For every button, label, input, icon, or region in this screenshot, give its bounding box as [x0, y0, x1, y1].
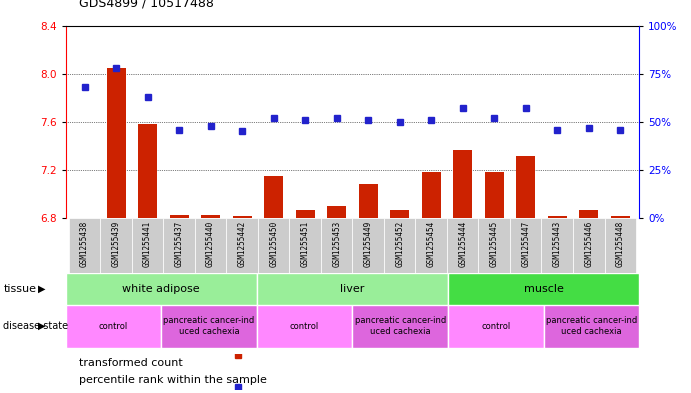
Bar	[233, 216, 252, 218]
Text: muscle: muscle	[524, 284, 564, 294]
Text: tissue: tissue	[3, 284, 37, 294]
Text: GSM1255454: GSM1255454	[426, 221, 436, 267]
Bar	[478, 218, 510, 273]
Bar	[106, 68, 126, 218]
Text: GSM1255446: GSM1255446	[585, 221, 594, 267]
Text: GSM1255439: GSM1255439	[111, 221, 120, 267]
Text: GSM1255447: GSM1255447	[521, 221, 530, 267]
Text: white adipose: white adipose	[122, 284, 200, 294]
Bar	[296, 210, 314, 218]
Bar	[163, 218, 195, 273]
Text: ▶: ▶	[38, 321, 46, 331]
Bar	[161, 305, 257, 348]
Bar	[321, 218, 352, 273]
Text: GSM1255453: GSM1255453	[332, 221, 341, 267]
Text: ▶: ▶	[38, 284, 46, 294]
Bar	[384, 218, 415, 273]
Text: control: control	[481, 322, 511, 331]
Bar	[579, 210, 598, 218]
Bar	[264, 176, 283, 218]
Text: GDS4899 / 10517488: GDS4899 / 10517488	[79, 0, 214, 10]
Text: disease state: disease state	[3, 321, 68, 331]
Bar	[328, 206, 346, 218]
Text: GSM1255444: GSM1255444	[458, 221, 467, 267]
Text: GSM1255442: GSM1255442	[238, 221, 247, 267]
Text: GSM1255438: GSM1255438	[80, 221, 89, 267]
Bar	[548, 216, 567, 218]
Text: GSM1255450: GSM1255450	[269, 221, 278, 267]
Bar	[453, 149, 472, 218]
Bar	[544, 305, 639, 348]
Bar	[448, 273, 639, 305]
Text: liver: liver	[340, 284, 365, 294]
Bar	[352, 218, 384, 273]
Text: control: control	[290, 322, 319, 331]
Text: pancreatic cancer-ind
uced cachexia: pancreatic cancer-ind uced cachexia	[546, 316, 637, 336]
Bar	[605, 218, 636, 273]
Bar	[66, 305, 161, 348]
Bar	[66, 273, 257, 305]
Text: GSM1255441: GSM1255441	[143, 221, 152, 267]
Bar	[257, 273, 448, 305]
Bar	[352, 305, 448, 348]
Bar	[516, 156, 536, 218]
Text: GSM1255440: GSM1255440	[206, 221, 215, 267]
Text: pancreatic cancer-ind
uced cachexia: pancreatic cancer-ind uced cachexia	[354, 316, 446, 336]
Text: GSM1255443: GSM1255443	[553, 221, 562, 267]
Bar	[258, 218, 290, 273]
Bar	[195, 218, 227, 273]
Bar	[611, 216, 630, 218]
Text: pancreatic cancer-ind
uced cachexia: pancreatic cancer-ind uced cachexia	[163, 316, 255, 336]
Bar	[448, 305, 544, 348]
Bar	[169, 215, 189, 218]
Text: GSM1255449: GSM1255449	[363, 221, 372, 267]
Bar	[573, 218, 605, 273]
Bar	[359, 184, 377, 218]
Text: GSM1255437: GSM1255437	[175, 221, 184, 267]
Text: GSM1255452: GSM1255452	[395, 221, 404, 267]
Text: percentile rank within the sample: percentile rank within the sample	[79, 375, 267, 385]
Text: GSM1255448: GSM1255448	[616, 221, 625, 267]
Text: transformed count: transformed count	[79, 358, 183, 367]
Bar	[257, 305, 352, 348]
Text: GSM1255445: GSM1255445	[490, 221, 499, 267]
Bar	[138, 124, 157, 218]
Bar	[485, 173, 504, 218]
Bar	[69, 218, 100, 273]
Text: control: control	[99, 322, 128, 331]
Bar	[290, 218, 321, 273]
Bar	[422, 173, 441, 218]
Bar	[201, 215, 220, 218]
Bar	[542, 218, 573, 273]
Bar	[447, 218, 478, 273]
Bar	[132, 218, 163, 273]
Bar	[415, 218, 447, 273]
Bar	[100, 218, 132, 273]
Bar	[510, 218, 542, 273]
Text: GSM1255451: GSM1255451	[301, 221, 310, 267]
Bar	[227, 218, 258, 273]
Bar	[390, 210, 409, 218]
